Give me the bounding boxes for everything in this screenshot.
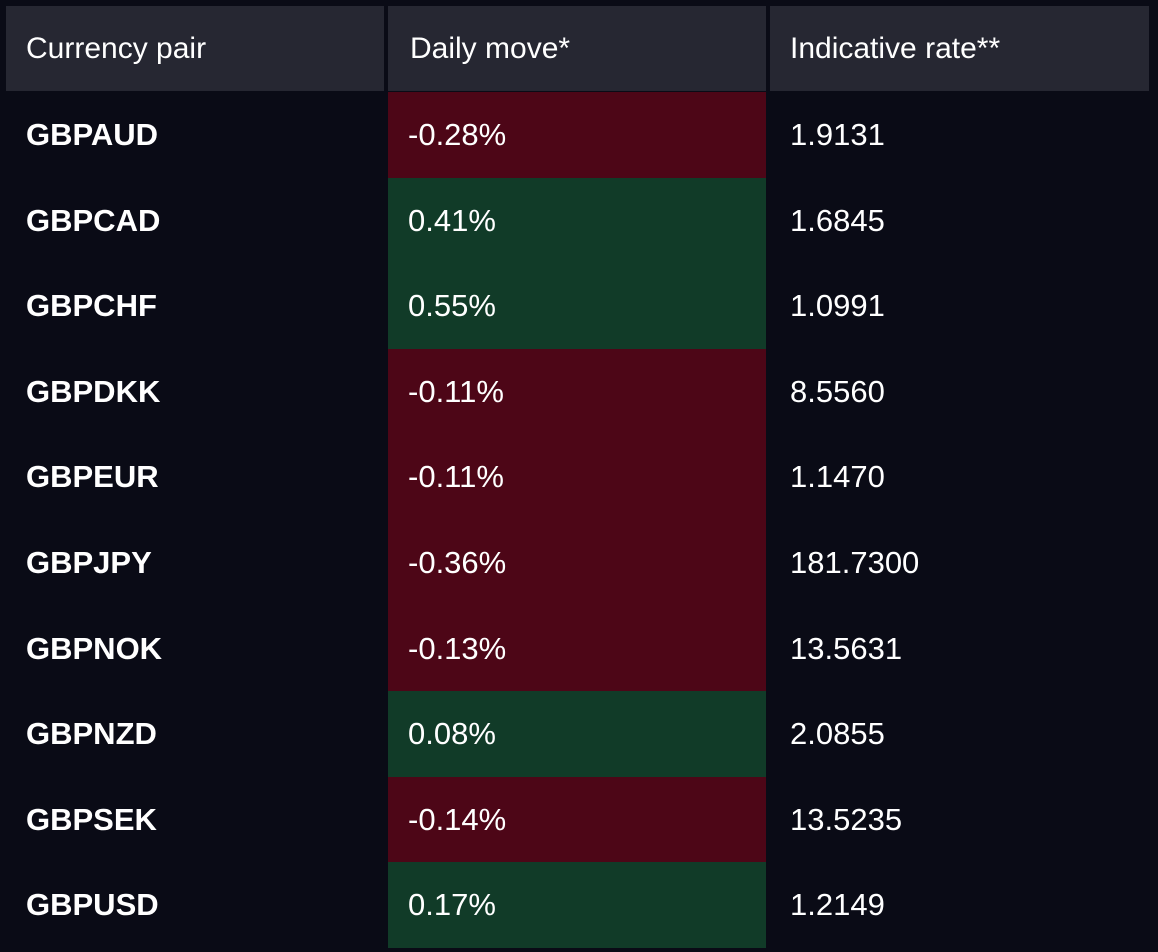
daily-move-cell: 0.41% [388, 177, 766, 264]
table-row: GBPNZD 0.08% 2.0855 [0, 691, 1158, 777]
daily-move-cell: -0.11% [388, 434, 766, 520]
daily-move-cell: 0.17% [388, 862, 766, 948]
daily-move-cell: 0.08% [388, 691, 766, 777]
indicative-rate-cell: 181.7300 [790, 545, 920, 580]
daily-move-cell: 0.55% [388, 263, 766, 349]
indicative-rate-cell: 13.5235 [790, 801, 903, 837]
indicative-rate-cell: 1.0991 [790, 288, 885, 324]
header-currency-pair: Currency pair [6, 6, 384, 91]
table-row: GBPJPY -0.36% 181.7300 [0, 520, 1158, 606]
table-row: GBPNOK -0.13% 13.5631 [0, 605, 1158, 692]
currency-pair-cell: GBPCAD [26, 202, 161, 238]
daily-move-cell: -0.11% [388, 348, 766, 435]
indicative-rate-cell: 1.2149 [790, 887, 885, 923]
indicative-rate-cell: 1.9131 [790, 117, 885, 152]
daily-move-cell: -0.13% [388, 605, 766, 692]
currency-pair-cell: GBPEUR [26, 459, 159, 495]
currency-pair-cell: GBPCHF [26, 288, 157, 324]
indicative-rate-cell: 1.1470 [790, 459, 885, 495]
indicative-rate-cell: 8.5560 [790, 373, 885, 409]
daily-move-cell: -0.14% [388, 776, 766, 863]
table-row: GBPCHF 0.55% 1.0991 [0, 263, 1158, 349]
daily-move-cell: -0.36% [388, 520, 766, 606]
header-indicative-rate: Indicative rate** [770, 6, 1149, 91]
table-row: GBPAUD -0.28% 1.9131 [0, 92, 1158, 178]
currency-pair-cell: GBPNZD [26, 716, 157, 752]
currency-pair-cell: GBPJPY [26, 545, 152, 580]
table-header: Currency pair Daily move* Indicative rat… [0, 6, 1158, 91]
currency-pair-cell: GBPDKK [26, 373, 161, 409]
indicative-rate-cell: 2.0855 [790, 716, 885, 752]
table-row: GBPSEK -0.14% 13.5235 [0, 776, 1158, 863]
currency-pair-cell: GBPSEK [26, 801, 157, 837]
currency-pair-cell: GBPNOK [26, 630, 163, 666]
indicative-rate-cell: 1.6845 [790, 202, 885, 238]
table-row: GBPEUR -0.11% 1.1470 [0, 434, 1158, 520]
table-row: GBPCAD 0.41% 1.6845 [0, 177, 1158, 264]
currency-pair-cell: GBPAUD [26, 117, 159, 152]
table-row: GBPUSD 0.17% 1.2149 [0, 862, 1158, 948]
table-row: GBPDKK -0.11% 8.5560 [0, 348, 1158, 435]
daily-move-cell: -0.28% [388, 92, 766, 178]
indicative-rate-cell: 13.5631 [790, 630, 903, 666]
header-daily-move: Daily move* [388, 6, 766, 91]
currency-pair-cell: GBPUSD [26, 887, 159, 923]
